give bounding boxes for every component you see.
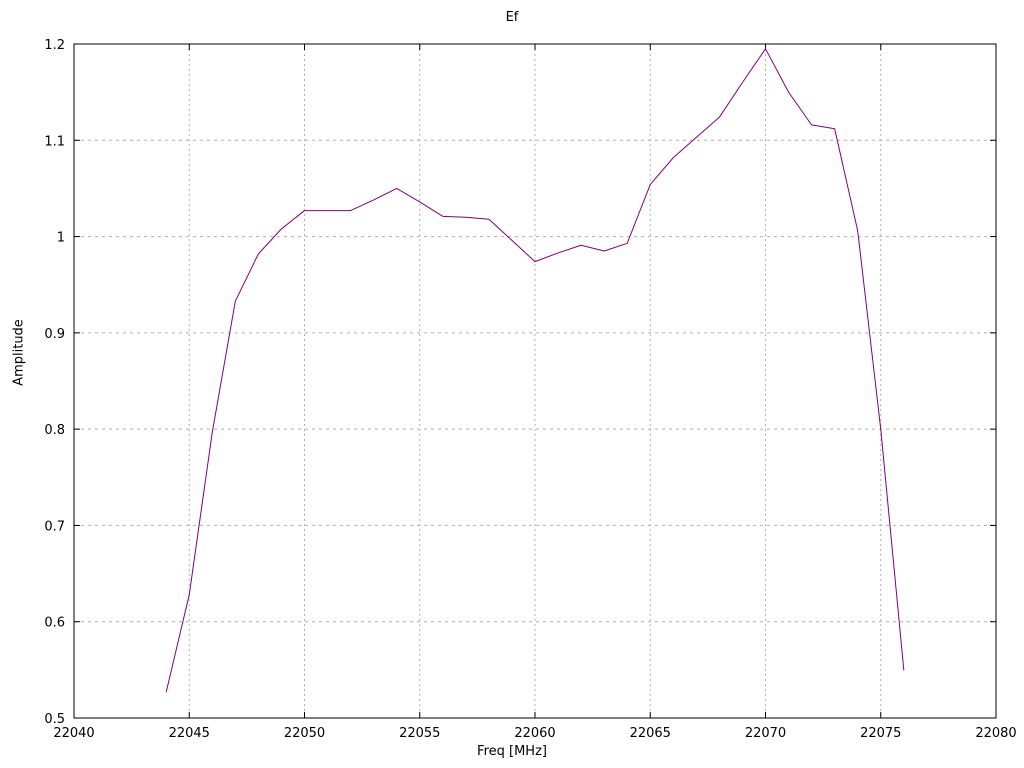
y-axis-label: Amplitude	[11, 319, 27, 386]
x-tick-label: 22040	[53, 726, 94, 741]
x-tick-label: 22060	[514, 726, 555, 741]
data-series-group	[165, 48, 905, 693]
x-axis-label: Freq [MHz]	[477, 744, 547, 759]
x-tick-label: 22065	[630, 726, 671, 741]
y-tick-label: 0.8	[44, 423, 65, 438]
x-tick-label: 22070	[745, 726, 786, 741]
x-tick-label: 22045	[169, 726, 210, 741]
y-tick-label: 0.9	[44, 327, 65, 342]
y-tick-label: 0.6	[44, 616, 65, 631]
x-tick-label: 22050	[284, 726, 325, 741]
y-tick-label: 0.7	[44, 519, 65, 534]
x-tick-label: 22055	[399, 726, 440, 741]
x-tick-labels: 22040 22045 22050 22055 22060 22065 22070 22075…	[53, 726, 1016, 741]
x-tick-label: 22075	[860, 726, 901, 741]
plot-border	[73, 43, 997, 719]
y-tick-label: 0.5	[44, 712, 65, 727]
page-title: Ef	[505, 10, 519, 25]
x-tick-label: 22080	[975, 726, 1016, 741]
grid-lines	[74, 44, 996, 718]
y-tick-labels: 0.5 0.6 0.7 0.8 0.9 1 1.1 1.2	[44, 38, 65, 727]
data-line-ef	[165, 48, 905, 693]
y-tick-label: 1	[57, 231, 65, 246]
y-tick-label: 1.1	[44, 134, 65, 149]
y-tick-label: 1.2	[44, 38, 65, 53]
